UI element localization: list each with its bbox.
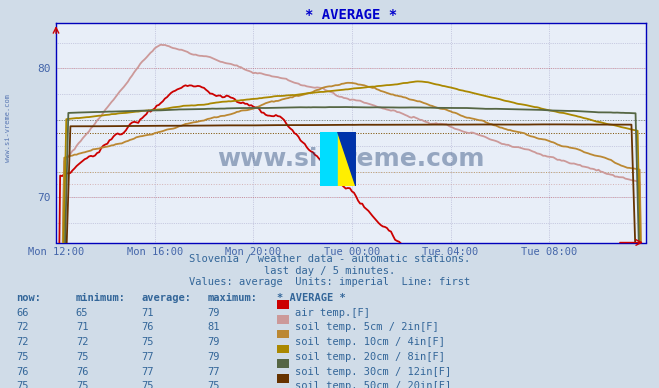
Text: 71: 71 [76, 322, 88, 333]
Text: soil temp. 10cm / 4in[F]: soil temp. 10cm / 4in[F] [295, 337, 445, 347]
Text: 75: 75 [76, 352, 88, 362]
Bar [320, 132, 338, 186]
Text: Slovenia / weather data - automatic stations.: Slovenia / weather data - automatic stat… [189, 254, 470, 264]
Text: * AVERAGE *: * AVERAGE * [277, 293, 345, 303]
Text: 75: 75 [76, 381, 88, 388]
Text: last day / 5 minutes.: last day / 5 minutes. [264, 266, 395, 276]
Text: 76: 76 [16, 367, 29, 377]
Text: 75: 75 [142, 381, 154, 388]
Text: 76: 76 [76, 367, 88, 377]
Text: 72: 72 [16, 337, 29, 347]
Text: 75: 75 [208, 381, 220, 388]
Text: 65: 65 [76, 308, 88, 318]
Text: 71: 71 [142, 308, 154, 318]
Polygon shape [338, 132, 356, 186]
Text: minimum:: minimum: [76, 293, 126, 303]
Text: average:: average: [142, 293, 192, 303]
Text: 81: 81 [208, 322, 220, 333]
Text: soil temp. 50cm / 20in[F]: soil temp. 50cm / 20in[F] [295, 381, 451, 388]
Text: maximum:: maximum: [208, 293, 258, 303]
Text: 77: 77 [142, 352, 154, 362]
Text: 79: 79 [208, 337, 220, 347]
Text: 79: 79 [208, 352, 220, 362]
Text: now:: now: [16, 293, 42, 303]
Text: 75: 75 [16, 352, 29, 362]
Text: 75: 75 [16, 381, 29, 388]
Text: soil temp. 20cm / 8in[F]: soil temp. 20cm / 8in[F] [295, 352, 445, 362]
Text: 72: 72 [76, 337, 88, 347]
Title: * AVERAGE *: * AVERAGE * [305, 8, 397, 22]
Text: www.si-vreme.com: www.si-vreme.com [5, 94, 11, 162]
Text: www.si-vreme.com: www.si-vreme.com [217, 147, 484, 171]
Text: 75: 75 [142, 337, 154, 347]
Text: air temp.[F]: air temp.[F] [295, 308, 370, 318]
Text: 76: 76 [142, 322, 154, 333]
Text: 79: 79 [208, 308, 220, 318]
Text: 66: 66 [16, 308, 29, 318]
Text: 72: 72 [16, 322, 29, 333]
Text: Values: average  Units: imperial  Line: first: Values: average Units: imperial Line: fi… [189, 277, 470, 288]
Bar [338, 132, 356, 186]
Text: 77: 77 [142, 367, 154, 377]
Text: soil temp. 30cm / 12in[F]: soil temp. 30cm / 12in[F] [295, 367, 451, 377]
Text: 77: 77 [208, 367, 220, 377]
Text: soil temp. 5cm / 2in[F]: soil temp. 5cm / 2in[F] [295, 322, 439, 333]
